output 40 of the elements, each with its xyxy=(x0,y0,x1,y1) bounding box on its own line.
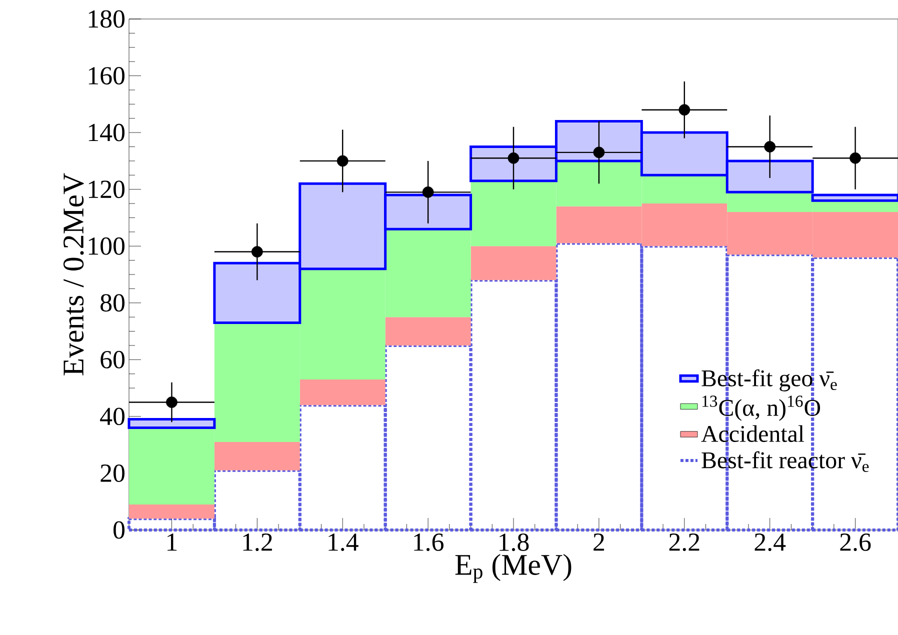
legend-label: $^{13}$C(α, n)$^{16}$O xyxy=(702,396,820,421)
point xyxy=(336,155,348,167)
y-tick-label: 180 xyxy=(88,10,124,28)
y-tick-label: 100 xyxy=(88,237,124,255)
point xyxy=(166,396,178,408)
legend-label: Best-fit reactor ν̄$_{e}$ xyxy=(702,451,869,472)
bar xyxy=(385,317,471,346)
x-axis-title: E$_{p}$ (MeV) xyxy=(455,554,572,583)
point xyxy=(508,152,520,164)
point xyxy=(593,146,605,158)
x-tick-label: 2.2 xyxy=(669,534,700,552)
point xyxy=(850,152,861,164)
x-tick-label: 2 xyxy=(594,534,604,551)
bar xyxy=(128,418,216,430)
y-tick-label: 80 xyxy=(100,294,124,312)
bar xyxy=(129,504,214,519)
bar xyxy=(300,380,386,406)
x-tick-label: 1.8 xyxy=(500,534,529,552)
y-tick-label: 0 xyxy=(114,521,124,539)
point xyxy=(422,186,434,198)
bar xyxy=(470,246,556,280)
y-tick-label: 40 xyxy=(100,408,124,426)
x-tick-label: 1.6 xyxy=(414,534,444,552)
point xyxy=(764,141,776,152)
x-tick-label: 2.6 xyxy=(840,534,871,552)
y-axis-title: Events / 0.2MeV xyxy=(63,173,84,376)
y-tick-label: 60 xyxy=(100,350,124,368)
x-tick-label: 1.2 xyxy=(243,534,272,552)
x-tick-label: 1 xyxy=(168,534,177,551)
x-tick-label: 2.4 xyxy=(754,534,786,552)
y-tick-label: 20 xyxy=(100,464,124,482)
legend-label: Best-fit geo ν̄$_{e}$ xyxy=(702,369,837,392)
y-tick-label: 140 xyxy=(88,124,124,142)
y-tick-label: 120 xyxy=(88,180,124,198)
point xyxy=(251,246,263,258)
point xyxy=(678,104,690,116)
legend-label: Accidental xyxy=(701,425,804,442)
x-tick-label: 1.4 xyxy=(328,534,358,551)
bar xyxy=(214,442,300,470)
y-tick-label: 160 xyxy=(88,67,124,85)
